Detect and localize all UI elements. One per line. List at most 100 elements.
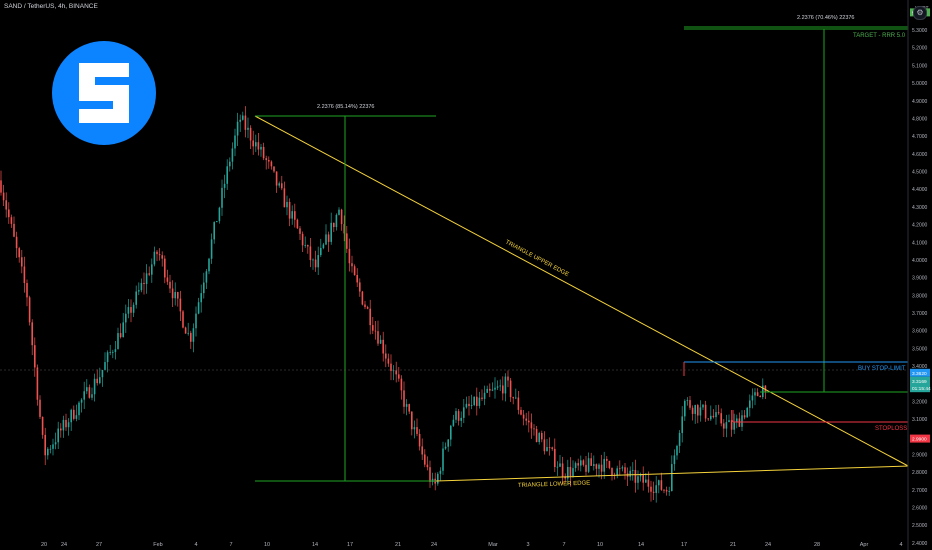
candle-body bbox=[749, 400, 751, 408]
candle-body bbox=[694, 405, 696, 414]
x-tick-label: 24 bbox=[61, 542, 67, 548]
candle-body bbox=[158, 254, 161, 256]
candle-body bbox=[567, 466, 569, 479]
candle-body bbox=[379, 339, 382, 344]
candle-body bbox=[681, 416, 683, 434]
candle-body bbox=[10, 217, 13, 224]
price-tag-label: 3.3169 bbox=[912, 379, 927, 385]
candle-body bbox=[213, 222, 215, 240]
candle-body bbox=[650, 486, 652, 492]
y-tick-label: 2.4000 bbox=[912, 541, 928, 547]
x-tick-label: 14 bbox=[638, 542, 644, 548]
candle-body bbox=[299, 228, 301, 234]
candle-body bbox=[78, 402, 80, 416]
candle-body bbox=[286, 201, 288, 208]
candle-body bbox=[460, 417, 462, 421]
candle-body bbox=[356, 275, 358, 283]
y-tick-label: 3.5000 bbox=[912, 346, 928, 352]
candle-body bbox=[645, 479, 647, 483]
candle-body bbox=[122, 322, 124, 338]
candle-body bbox=[140, 282, 143, 291]
buy-stop-limit-line[interactable] bbox=[683, 361, 908, 376]
candle-body bbox=[574, 463, 577, 469]
candle-body bbox=[226, 166, 228, 184]
candle-body bbox=[112, 352, 114, 353]
price-axis[interactable]: USDT2.40002.50002.60002.70002.80002.9000… bbox=[907, 0, 932, 550]
candle-body bbox=[151, 264, 153, 275]
price-tag bbox=[910, 368, 930, 377]
candle-body bbox=[468, 403, 470, 407]
candle-body bbox=[733, 422, 735, 430]
y-tick-label: 4.3000 bbox=[912, 205, 928, 211]
candle-body bbox=[424, 454, 426, 465]
candle-body bbox=[218, 207, 221, 222]
candle-body bbox=[294, 211, 296, 220]
candle-body bbox=[132, 304, 135, 313]
candle-body bbox=[509, 380, 512, 398]
upper-edge-label: TRIANGLE UPPER EDGE bbox=[504, 239, 570, 278]
candle-body bbox=[702, 404, 704, 408]
candle-body bbox=[652, 491, 655, 493]
candle-body bbox=[374, 330, 377, 332]
symbol-title[interactable]: SAND / TetherUS, 4h, BINANCE bbox=[4, 3, 98, 10]
x-tick-label: Feb bbox=[153, 542, 162, 548]
x-tick-label: 10 bbox=[264, 542, 270, 548]
candle-body bbox=[242, 115, 244, 120]
candle-body bbox=[309, 246, 312, 261]
candle-body bbox=[2, 192, 5, 201]
candle-body bbox=[457, 411, 460, 421]
candle-body bbox=[49, 448, 52, 450]
candle-body bbox=[686, 400, 689, 401]
candle-body bbox=[671, 464, 673, 492]
candle-body bbox=[741, 415, 743, 427]
y-tick-label: 3.2000 bbox=[912, 399, 928, 405]
candle-body bbox=[403, 390, 405, 407]
candle-body bbox=[577, 463, 579, 466]
triangle-upper-edge-line[interactable] bbox=[254, 115, 911, 468]
candle-body bbox=[756, 392, 759, 396]
y-tick-label: 4.0000 bbox=[912, 258, 928, 264]
candle-body bbox=[171, 288, 174, 299]
candle-body bbox=[489, 388, 491, 391]
candle-body bbox=[0, 180, 2, 193]
candle-body bbox=[660, 480, 663, 490]
candle-body bbox=[179, 298, 182, 312]
candle-body bbox=[385, 353, 387, 359]
candle-body bbox=[723, 423, 725, 429]
candle-body bbox=[153, 251, 156, 265]
candle-body bbox=[62, 419, 65, 431]
candle-body bbox=[751, 395, 754, 401]
y-tick-label: 5.2000 bbox=[912, 46, 928, 52]
candle-body bbox=[208, 258, 210, 272]
candle-body bbox=[281, 183, 283, 189]
triangle-lower-edge-line[interactable] bbox=[435, 465, 911, 482]
x-tick-label: 17 bbox=[347, 542, 353, 548]
candle-body bbox=[15, 236, 18, 249]
x-tick-label: 24 bbox=[765, 542, 771, 548]
candle-body bbox=[418, 433, 421, 447]
candle-body bbox=[304, 245, 306, 246]
measure-left-tool[interactable] bbox=[255, 115, 436, 482]
candle-body bbox=[738, 418, 741, 427]
candle-body bbox=[249, 127, 252, 141]
candle-body bbox=[720, 413, 722, 424]
stoploss-line[interactable] bbox=[732, 410, 908, 423]
candle-body bbox=[439, 470, 442, 474]
candle-body bbox=[486, 388, 488, 393]
y-tick-label: 3.8000 bbox=[912, 293, 928, 299]
candle-body bbox=[582, 460, 585, 465]
settings-gear-icon[interactable]: ⚙ bbox=[913, 6, 927, 20]
candle-body bbox=[278, 183, 280, 186]
time-axis[interactable]: 20 24 27 Feb 4 7 10 14 17 21 24 Mar 3 7 10 14 17 21 24 28 Ap… bbox=[41, 542, 903, 548]
candle-body bbox=[330, 222, 332, 242]
measure-right-tool[interactable] bbox=[684, 26, 908, 393]
candle-body bbox=[73, 409, 75, 419]
candle-body bbox=[442, 448, 444, 471]
candle-body bbox=[36, 367, 39, 400]
x-tick-label: Apr bbox=[860, 542, 869, 548]
candle-body bbox=[21, 257, 23, 267]
candle-body bbox=[619, 468, 621, 470]
candle-body bbox=[663, 489, 665, 491]
candle-body bbox=[52, 444, 54, 449]
